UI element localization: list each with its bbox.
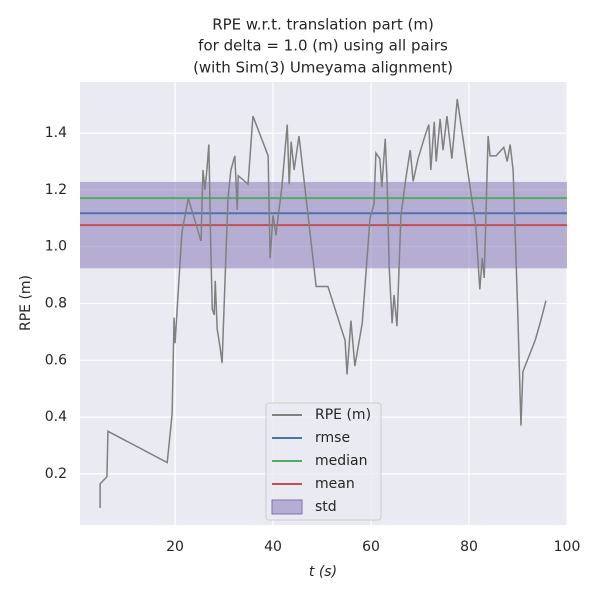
chart-title: RPE w.r.t. translation part (m)	[212, 16, 434, 34]
chart-title: for delta = 1.0 (m) using all pairs	[198, 37, 448, 55]
y-tick-label: 0.8	[45, 296, 67, 312]
legend-label: median	[315, 453, 367, 469]
legend-swatch	[271, 499, 303, 515]
x-tick-label: 80	[460, 539, 478, 555]
data-line	[99, 98, 547, 508]
chart-title: (with Sim(3) Umeyama alignment)	[193, 59, 453, 77]
x-axis-label: t (s)	[309, 564, 337, 580]
legend-label: mean	[315, 476, 355, 492]
x-tick-label: 40	[264, 539, 282, 555]
x-tick-label: 20	[166, 539, 184, 555]
y-axis-label: RPE (m)	[18, 275, 34, 331]
y-tick-label: 0.6	[45, 352, 67, 368]
y-tick-label: 1.2	[45, 182, 67, 198]
x-tick-label: 60	[362, 539, 380, 555]
y-tick-label: 0.4	[45, 409, 67, 425]
y-tick-label: 0.2	[45, 466, 67, 482]
x-tick-label: 100	[554, 539, 581, 555]
legend: RPE (m) rmse median mean std	[265, 402, 382, 521]
legend-label: RPE (m)	[315, 407, 371, 423]
y-tick-label: 1.4	[45, 125, 67, 141]
legend-label: rmse	[315, 430, 350, 446]
legend-box	[265, 402, 382, 521]
y-tick-label: 1.0	[45, 239, 67, 255]
legend-label: std	[315, 499, 337, 515]
